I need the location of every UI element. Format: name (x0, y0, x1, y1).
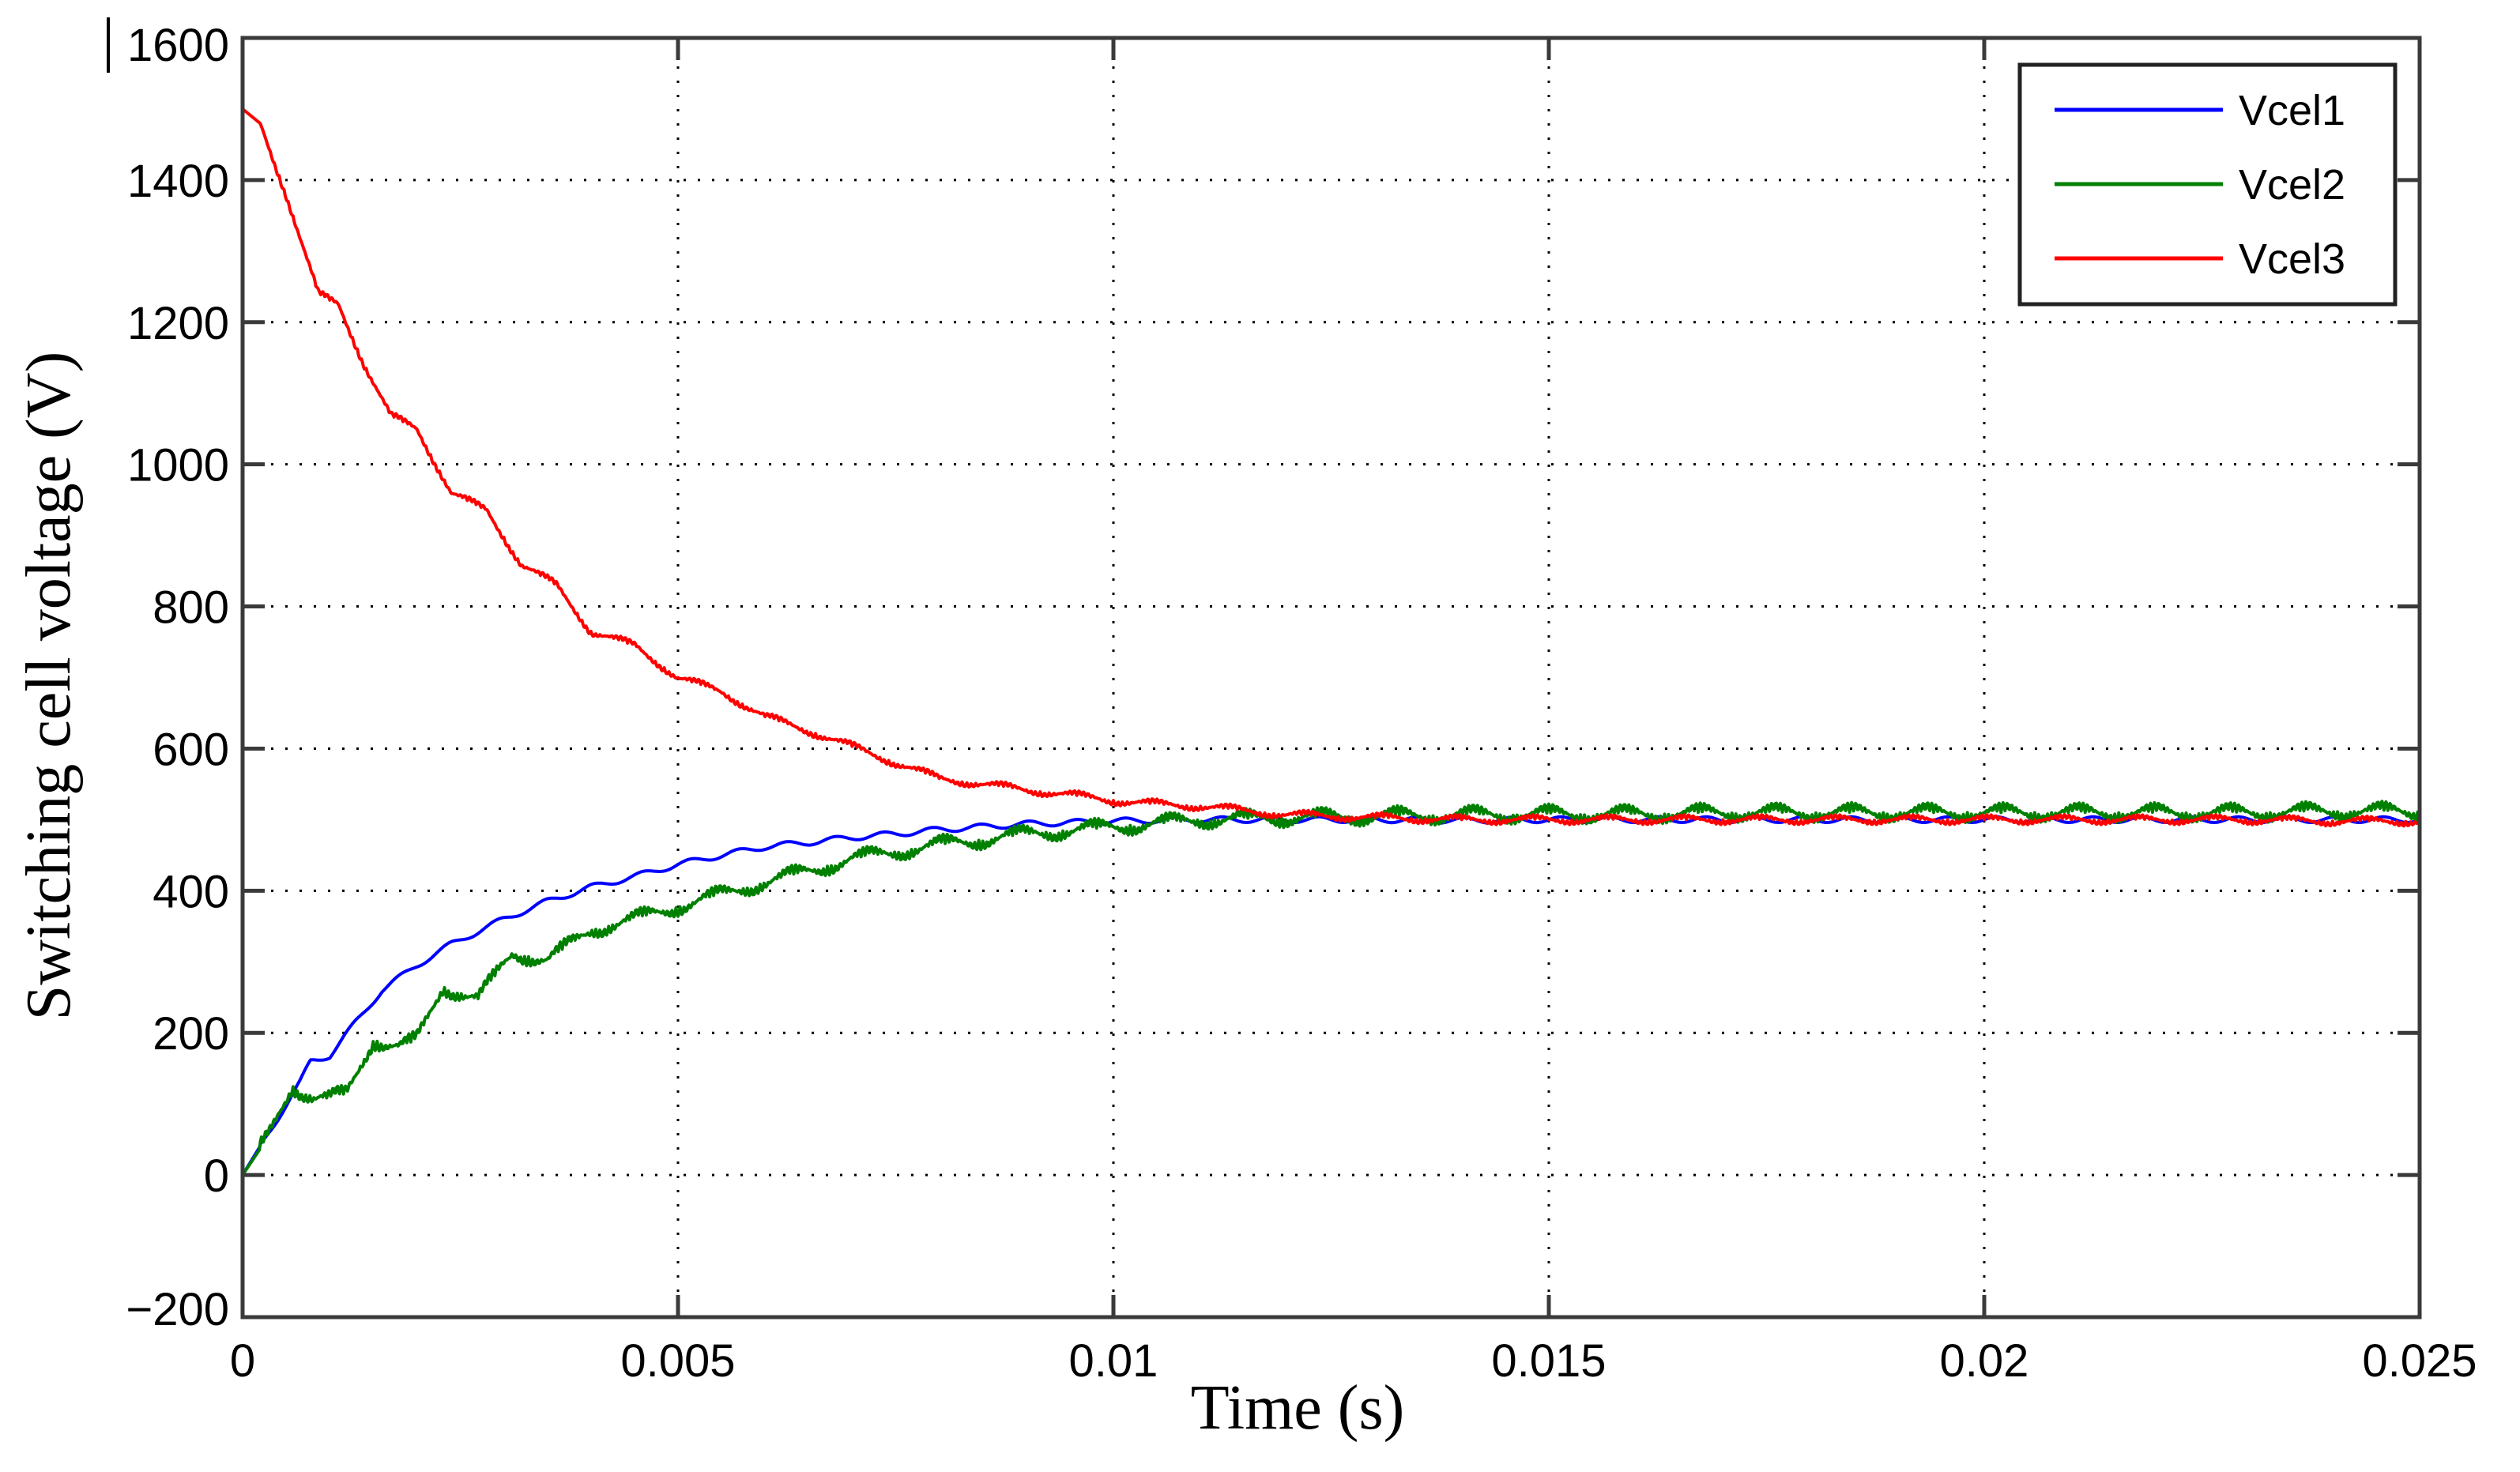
x-tick-label: 0.01 (1069, 1335, 1158, 1387)
y-tick-label: 800 (153, 582, 229, 634)
legend-label-vcel2: Vcel2 (2239, 161, 2345, 209)
y-tick-label: 400 (153, 866, 229, 917)
x-tick-label: 0.025 (2362, 1335, 2477, 1387)
x-tick-label: 0.02 (1940, 1335, 2029, 1387)
y-tick-label: 200 (153, 1008, 229, 1060)
series-line-vcel2 (241, 800, 2421, 1176)
axis-ticks (240, 36, 2422, 1320)
x-tick-label: 0.005 (620, 1335, 735, 1387)
y-tick-label: 600 (153, 724, 229, 775)
x-tick-label: 0 (230, 1335, 255, 1387)
y-tick-label: 1000 (127, 440, 229, 491)
y-tick-label: 1400 (127, 156, 229, 207)
y-tick-labels: −200 0 200 400 600 800 1000 1200 1400 1600 (126, 20, 229, 1335)
x-tick-labels: 0 0.005 0.01 0.015 0.02 0.025 (230, 1335, 2477, 1387)
series-lines (241, 107, 2421, 1176)
legend: Vcel1 Vcel2 Vcel3 (2017, 62, 2398, 307)
y-axis-label: Switching cell voltage (V) (14, 352, 84, 1020)
y-tick-label: 1600 (127, 20, 229, 71)
legend-item-vcel3: Vcel3 (2055, 235, 2345, 283)
legend-item-vcel2: Vcel2 (2055, 161, 2345, 209)
x-tick-label: 0.015 (1491, 1335, 1606, 1387)
legend-label-vcel1: Vcel1 (2239, 87, 2345, 134)
y-tick-label: −200 (126, 1284, 229, 1335)
plot-frame (240, 36, 2422, 1320)
y-tick-label: 0 (204, 1150, 229, 1202)
x-axis-label: Time (s) (1191, 1373, 1404, 1443)
series-line-vcel3 (241, 107, 2421, 828)
legend-label-vcel3: Vcel3 (2239, 235, 2345, 283)
y-tick-label: 1200 (127, 298, 229, 349)
legend-item-vcel1: Vcel1 (2055, 87, 2345, 134)
